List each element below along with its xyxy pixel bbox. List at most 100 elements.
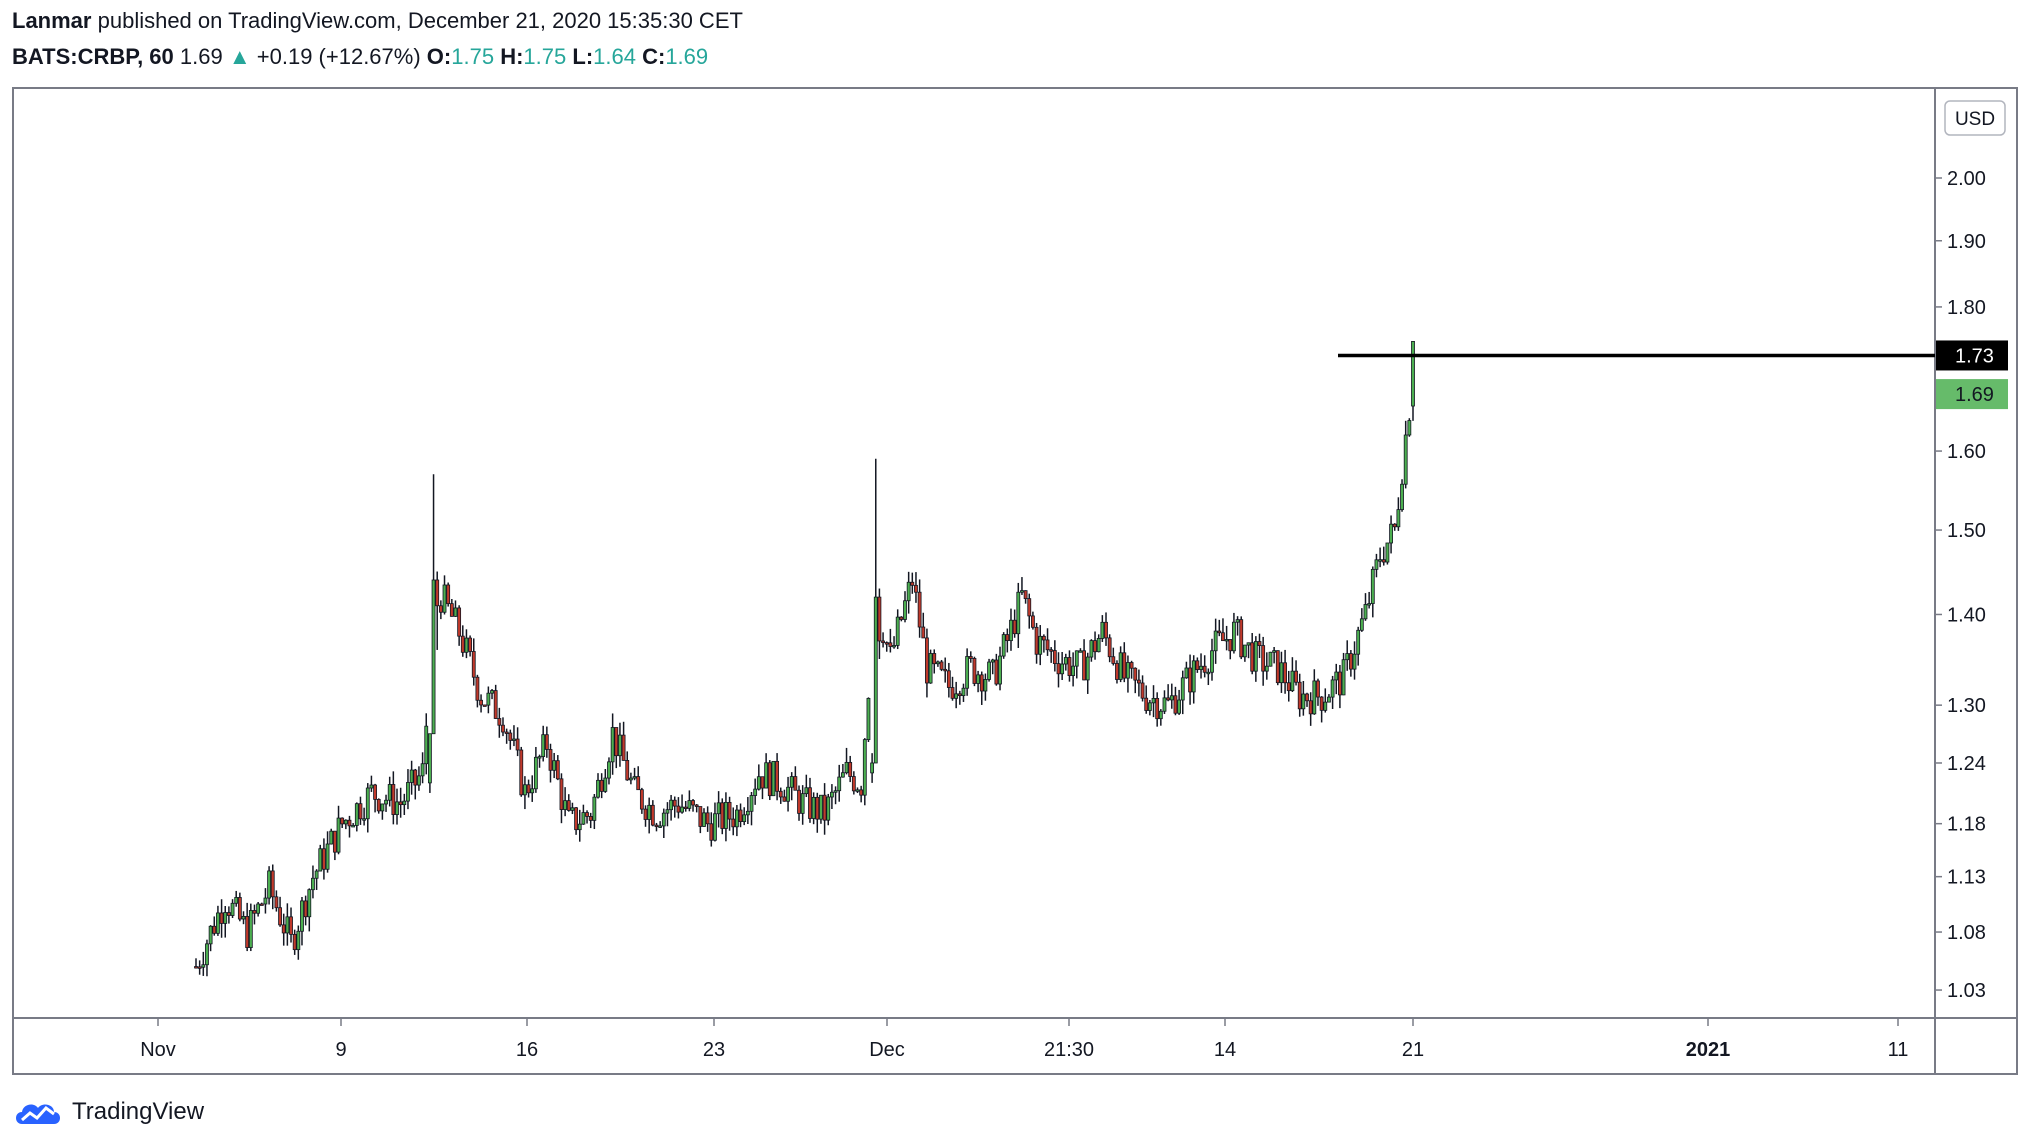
candle-body [453,607,458,617]
candle-body [698,806,703,827]
candle-body [523,784,527,796]
candle [1100,615,1105,642]
candle [1242,644,1247,662]
candle [614,727,619,769]
price-axis[interactable]: 2.00 1.90 1.80 1.60 1.50 1.40 1.30 1.24 1.18 1.13… [1935,100,2006,1002]
candle-body [548,749,553,771]
candle-body [815,796,820,820]
symbol-label[interactable]: BATS:CRBP, 60 [12,44,174,69]
price-tick-label: 1.60 [1947,441,1986,463]
candle [325,831,330,873]
currency-button[interactable]: USD [1944,100,2006,136]
candle-body [533,756,538,790]
candle [698,806,703,834]
candle-body [1261,645,1266,672]
candle [1385,542,1390,565]
candle [720,798,725,835]
candle-body [252,910,257,914]
candle [1078,648,1083,653]
candle [724,792,728,842]
candle [731,807,736,836]
candle-body [1330,679,1335,698]
tradingview-logo[interactable]: TradingView [12,1096,204,1128]
open-label: O: [426,44,452,69]
time-tick-label: 2021 [1686,1039,1731,1061]
candle-body [1257,641,1262,646]
candle-body [1319,696,1324,711]
candle [1169,683,1174,709]
candle-body [267,870,271,899]
candle-body [928,653,933,684]
candle-body [289,916,293,935]
candle [632,767,637,781]
candle [932,649,937,674]
close-label: C: [642,44,666,69]
candle-body [683,806,688,810]
candle [1188,654,1192,705]
candle-body [1316,680,1320,698]
candle-body [398,801,403,806]
candle [1122,642,1127,683]
candle-body [1009,619,1013,642]
candle [435,571,440,650]
candle [789,772,794,801]
candle-body [1144,697,1149,711]
candle-body [307,889,312,918]
candle [438,600,443,620]
candle [449,599,454,617]
candle [314,869,319,890]
candle-body [676,805,681,813]
candle [1246,642,1251,659]
candle-body [311,877,315,891]
candle-body [245,916,250,948]
candle [373,783,377,813]
candle [596,773,600,799]
candle [552,752,557,779]
candle-body [702,812,706,827]
candle [1093,631,1097,660]
candle [384,794,388,812]
candle-body [1250,642,1255,672]
candle-body [559,778,564,810]
candle-body [501,724,505,733]
candle [954,681,959,709]
candle [533,746,538,793]
candle-body [497,718,502,726]
candle-body [1140,682,1145,699]
candle-body [1334,671,1339,681]
candle-body [1089,640,1094,658]
candle [778,787,783,804]
brand-name: TradingView [72,1098,205,1125]
candle-body [859,789,864,796]
candle [826,793,831,826]
candle-body [1126,662,1130,679]
candle [369,775,374,792]
candle [343,819,348,830]
candle-body [895,616,900,646]
candle [1279,651,1284,693]
candle-body [1396,509,1401,528]
candle [1031,611,1035,630]
candle-body [530,788,535,794]
candle-body [716,802,721,815]
candle-body [1115,663,1119,680]
candle [1005,628,1010,653]
candle-body [990,659,995,663]
candle [563,787,568,817]
candle [1363,593,1368,621]
level-price-bg [1936,340,2008,371]
candle-body [588,816,593,821]
candle [833,786,838,805]
candle [925,628,929,698]
time-axis[interactable]: Nov 9 16 23 Dec 21:30 14 21 2021 11 [140,1018,1908,1061]
candle [464,629,469,659]
candle [559,773,564,824]
candle-body [208,925,213,945]
high-value: 1.75 [523,44,567,69]
candle-body [427,733,432,784]
candle-body [994,659,999,685]
author-name[interactable]: Lanmar [12,8,92,33]
candle-body [1151,698,1156,704]
candle-body [1096,638,1101,653]
